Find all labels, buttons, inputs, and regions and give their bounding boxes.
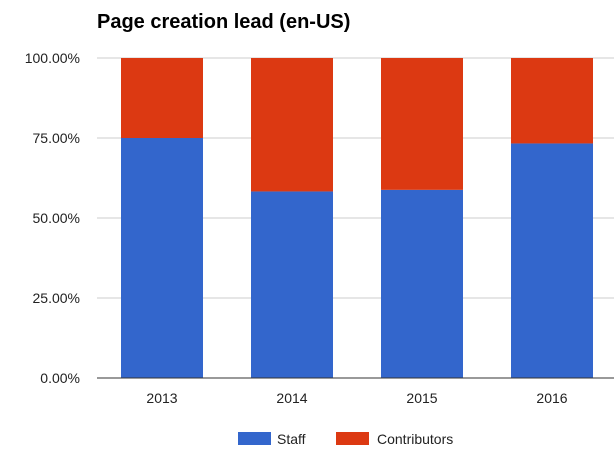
bar-contributors-2013 (121, 58, 203, 138)
x-axis: 2013 2014 2015 2016 (97, 377, 614, 406)
legend-swatch-staff (238, 432, 271, 445)
y-tick-label: 50.00% (33, 210, 80, 226)
bar-contributors-2015 (381, 58, 463, 190)
bar-staff-2013 (121, 138, 203, 378)
x-tick-label: 2014 (276, 390, 307, 406)
y-axis: 0.00% 25.00% 50.00% 75.00% 100.00% (25, 50, 80, 386)
legend: Staff Contributors (238, 431, 453, 447)
bar-contributors-2014 (251, 58, 333, 192)
legend-label-staff: Staff (277, 431, 306, 447)
x-tick-label: 2016 (536, 390, 567, 406)
y-tick-label: 75.00% (33, 130, 80, 146)
bar-staff-2014 (251, 191, 333, 378)
legend-label-contributors: Contributors (377, 431, 453, 447)
bar-contributors-2016 (511, 58, 593, 144)
bar-staff-2016 (511, 143, 593, 378)
x-tick-label: 2013 (146, 390, 177, 406)
bars (121, 58, 593, 378)
x-tick-label: 2015 (406, 390, 437, 406)
legend-swatch-contributors (336, 432, 369, 445)
chart-title: Page creation lead (en-US) (97, 11, 350, 33)
y-tick-label: 0.00% (40, 370, 80, 386)
y-tick-label: 25.00% (33, 290, 80, 306)
y-tick-label: 100.00% (25, 50, 80, 66)
bar-staff-2015 (381, 189, 463, 378)
